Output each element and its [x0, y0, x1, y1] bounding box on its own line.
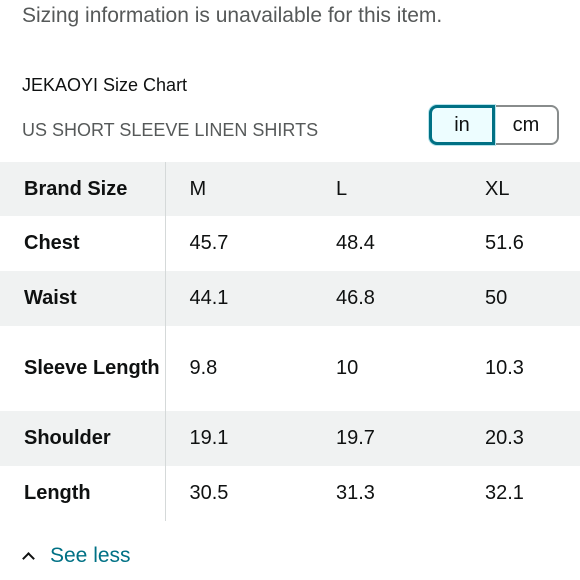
row-label-brand-size: Brand Size — [0, 162, 166, 216]
table-cell: 9.8 — [189, 357, 218, 379]
chevron-up-icon — [22, 552, 35, 565]
table-cell: 44.1 — [165, 271, 312, 326]
table-cell: 32.1 — [485, 482, 524, 504]
row-label-chest: Chest — [0, 216, 166, 271]
unit-centimeters-button[interactable]: cm — [495, 105, 559, 145]
size-chart-title: JEKAOYI Size Chart — [22, 75, 188, 95]
see-less-link[interactable]: See less — [22, 544, 131, 568]
row-label-waist: Waist — [0, 271, 166, 326]
unit-toggle: in cm — [429, 105, 559, 145]
size-chart-table: Brand Size M L XL Chest 45.7 48.4 51.6 W… — [0, 162, 580, 521]
table-cell: 19.1 — [165, 411, 312, 466]
table-cell: 31.3 — [336, 482, 375, 504]
table-cell: 45.7 — [189, 232, 229, 254]
size-column-xl: XL — [460, 162, 580, 216]
table-row: Waist 44.1 46.8 50 — [0, 271, 580, 326]
row-label-sleeve-length: Sleeve Length — [0, 326, 166, 411]
table-row: Length 30.5 31.3 32.1 — [0, 466, 580, 521]
table-cell: 30.5 — [189, 482, 229, 504]
unit-inches-button[interactable]: in — [429, 105, 495, 145]
table-row: Shoulder 19.1 19.7 20.3 — [0, 411, 580, 466]
size-column-m: M — [165, 162, 312, 216]
table-cell: 46.8 — [312, 271, 460, 326]
see-less-label: See less — [50, 544, 131, 567]
table-cell: 19.7 — [312, 411, 460, 466]
table-cell: 10 — [336, 357, 359, 379]
table-row: Sleeve Length 9.8 10 10.3 — [0, 326, 580, 411]
table-cell: 50 — [460, 271, 580, 326]
size-chart-subtitle: US SHORT SLEEVE LINEN SHIRTS — [22, 120, 319, 140]
table-header-row: Brand Size M L XL — [0, 162, 580, 216]
row-label-shoulder: Shoulder — [0, 411, 166, 466]
table-row: Chest 45.7 48.4 51.6 — [0, 216, 580, 271]
table-cell: 10.3 — [485, 357, 524, 379]
size-column-l: L — [312, 162, 460, 216]
sizing-unavailable-notice: Sizing information is unavailable for th… — [22, 4, 443, 27]
table-cell: 48.4 — [336, 232, 375, 254]
table-cell: 51.6 — [485, 232, 524, 254]
row-label-length: Length — [0, 466, 166, 521]
table-cell: 20.3 — [460, 411, 580, 466]
